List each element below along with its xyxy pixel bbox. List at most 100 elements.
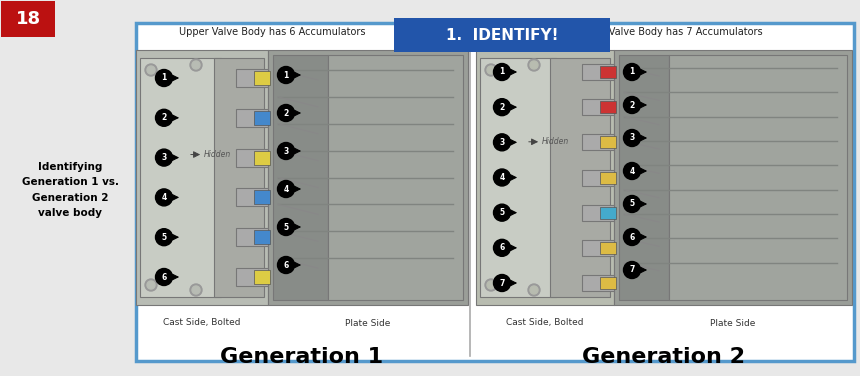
FancyBboxPatch shape [582,170,614,185]
Circle shape [278,180,294,197]
Circle shape [278,143,294,159]
Circle shape [624,129,641,147]
Circle shape [145,64,157,76]
Circle shape [494,64,511,80]
FancyBboxPatch shape [236,268,268,286]
FancyBboxPatch shape [582,134,614,150]
FancyBboxPatch shape [1,1,55,37]
Circle shape [278,105,294,121]
Circle shape [192,61,200,69]
Text: Plate Side: Plate Side [346,318,390,327]
Text: 6: 6 [284,261,289,270]
Circle shape [190,284,202,296]
FancyBboxPatch shape [582,99,614,115]
Circle shape [494,99,511,116]
FancyBboxPatch shape [136,23,854,361]
Circle shape [494,134,511,151]
Circle shape [147,66,155,74]
Circle shape [624,261,641,279]
FancyBboxPatch shape [236,109,268,127]
Text: 1: 1 [500,68,505,76]
Text: 2: 2 [284,109,289,117]
Circle shape [156,229,173,246]
FancyBboxPatch shape [328,55,463,300]
FancyBboxPatch shape [582,275,614,291]
Circle shape [624,64,641,80]
FancyBboxPatch shape [582,240,614,256]
Text: 5: 5 [630,200,635,209]
Circle shape [528,284,540,296]
Circle shape [278,218,294,235]
FancyBboxPatch shape [273,55,328,300]
Text: Upper Valve Body has 7 Accumulators: Upper Valve Body has 7 Accumulators [575,27,762,37]
FancyBboxPatch shape [614,50,852,305]
Circle shape [485,279,497,291]
Text: 1: 1 [162,73,167,82]
Text: Plate Side: Plate Side [710,318,756,327]
FancyBboxPatch shape [268,50,468,305]
Text: 2: 2 [500,103,505,112]
FancyBboxPatch shape [600,136,616,149]
Text: 3: 3 [162,153,167,162]
Circle shape [147,281,155,289]
Text: 3: 3 [284,147,289,156]
Text: 2: 2 [630,100,635,109]
Text: 1.  IDENTIFY!: 1. IDENTIFY! [445,27,558,42]
Text: 4: 4 [162,193,167,202]
Text: 4: 4 [284,185,289,194]
Text: Cast Side, Bolted: Cast Side, Bolted [507,318,584,327]
FancyBboxPatch shape [254,151,270,165]
Circle shape [624,229,641,246]
Circle shape [145,279,157,291]
Text: 2: 2 [162,113,167,122]
Circle shape [624,196,641,212]
Text: 18: 18 [15,10,40,28]
FancyBboxPatch shape [600,277,616,289]
FancyBboxPatch shape [236,188,268,206]
FancyBboxPatch shape [236,149,268,167]
Circle shape [494,274,511,291]
FancyBboxPatch shape [254,190,270,205]
Circle shape [485,64,497,76]
Text: 5: 5 [162,233,167,242]
FancyBboxPatch shape [669,55,847,300]
Circle shape [156,189,173,206]
FancyBboxPatch shape [236,69,268,87]
Circle shape [156,109,173,126]
Text: 4: 4 [500,173,505,182]
FancyBboxPatch shape [140,58,221,297]
Circle shape [156,149,173,166]
Text: Generation 2: Generation 2 [582,347,746,367]
FancyBboxPatch shape [476,50,614,305]
Circle shape [494,169,511,186]
Circle shape [528,59,540,71]
Text: Cast Side, Bolted: Cast Side, Bolted [163,318,241,327]
FancyBboxPatch shape [582,205,614,221]
Text: 6: 6 [162,273,167,282]
Circle shape [192,286,200,294]
FancyBboxPatch shape [600,207,616,219]
Text: Generation 1: Generation 1 [220,347,384,367]
FancyBboxPatch shape [254,270,270,284]
Text: Identifying
Generation 1 vs.
Generation 2
valve body: Identifying Generation 1 vs. Generation … [22,162,119,218]
Text: 3: 3 [500,138,505,147]
Circle shape [156,70,173,86]
Text: 7: 7 [500,279,505,288]
FancyBboxPatch shape [254,230,270,244]
Circle shape [190,59,202,71]
Text: 1: 1 [284,71,289,79]
FancyBboxPatch shape [254,71,270,85]
FancyBboxPatch shape [600,101,616,113]
FancyBboxPatch shape [480,58,556,297]
Text: 3: 3 [630,133,635,143]
Text: Upper Valve Body has 6 Accumulators: Upper Valve Body has 6 Accumulators [179,27,366,37]
FancyBboxPatch shape [619,55,669,300]
Text: 5: 5 [284,223,289,232]
FancyBboxPatch shape [136,50,268,305]
Circle shape [487,281,495,289]
FancyBboxPatch shape [600,171,616,183]
Circle shape [494,240,511,256]
FancyBboxPatch shape [394,18,610,52]
FancyBboxPatch shape [254,111,270,125]
FancyBboxPatch shape [600,242,616,254]
